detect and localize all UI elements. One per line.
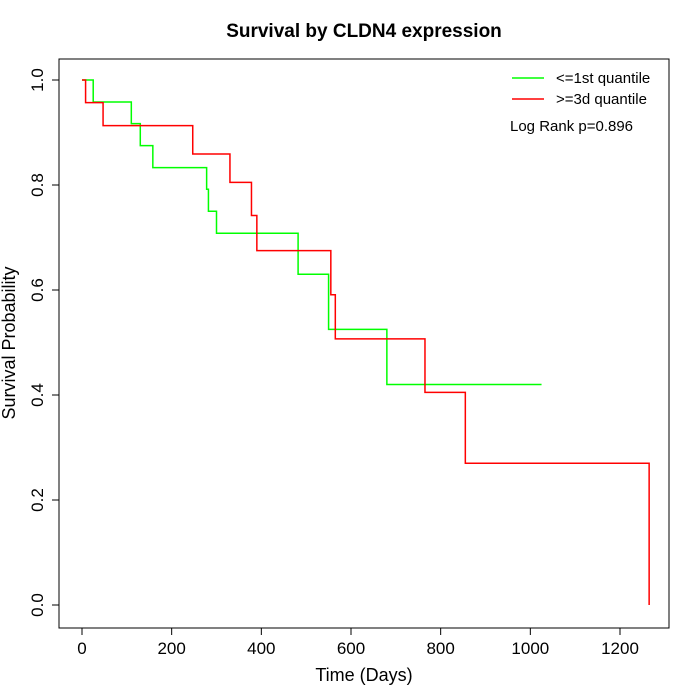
- legend-label-high: >=3d quantile: [556, 91, 647, 108]
- y-tick-label: 0.8: [28, 173, 47, 197]
- x-tick-label: 1200: [601, 639, 639, 658]
- y-tick-label: 1.0: [28, 68, 47, 92]
- x-tick-label: 600: [337, 639, 365, 658]
- x-tick-label: 200: [157, 639, 185, 658]
- legend: <=1st quantile >=3d quantile: [512, 70, 650, 108]
- survival-curve-low: [82, 79, 542, 386]
- x-tick-label: 1000: [511, 639, 549, 658]
- y-tick-label: 0.0: [28, 593, 47, 617]
- plot-area-frame: [58, 58, 670, 629]
- x-axis-label: Time (Days): [315, 665, 412, 685]
- log-rank-annotation: Log Rank p=0.896: [510, 118, 633, 135]
- x-tick-label: 400: [247, 639, 275, 658]
- y-axis-label: Survival Probability: [0, 266, 19, 419]
- y-tick-label: 0.2: [28, 488, 47, 512]
- y-tick-label: 0.6: [28, 278, 47, 302]
- legend-label-low: <=1st quantile: [556, 70, 650, 87]
- series-layer: [82, 79, 650, 605]
- y-axis: 0.0 0.2 0.4 0.6 0.8 1.0: [28, 68, 60, 617]
- x-axis: 0 200 400 600 800 1000 1200: [77, 627, 639, 658]
- y-tick-label: 0.4: [28, 383, 47, 407]
- chart-title: Survival by CLDN4 expression: [226, 21, 502, 42]
- survival-curve-high: [82, 79, 650, 605]
- x-tick-label: 0: [77, 639, 86, 658]
- x-tick-label: 800: [426, 639, 454, 658]
